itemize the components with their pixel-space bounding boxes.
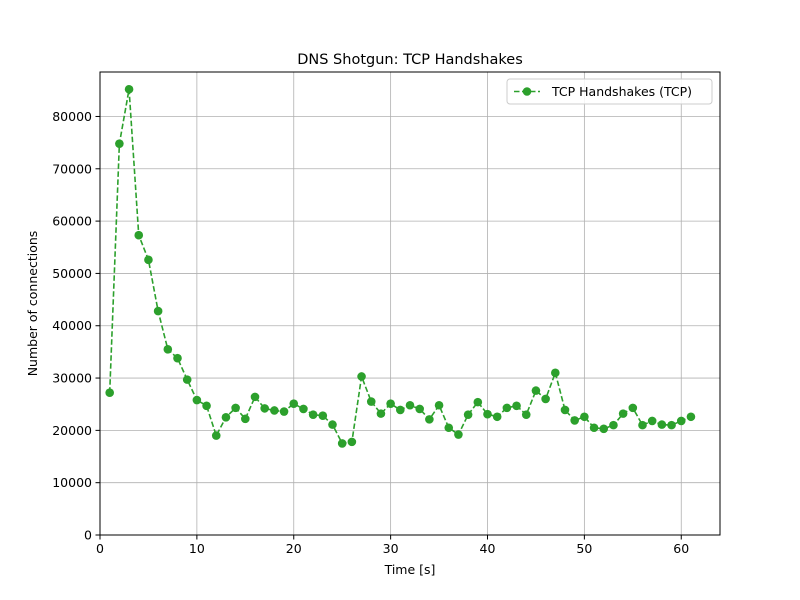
data-point <box>115 139 124 148</box>
data-point <box>541 394 550 404</box>
data-point <box>211 431 221 440</box>
data-point <box>483 409 492 419</box>
data-point <box>560 405 570 415</box>
data-point <box>163 344 173 354</box>
data-point <box>599 424 609 434</box>
data-point <box>609 420 618 430</box>
data-point <box>202 401 211 411</box>
data-point <box>580 412 589 422</box>
data-point <box>444 423 454 433</box>
data-point <box>667 420 676 430</box>
data-point <box>289 399 299 408</box>
data-point <box>270 406 279 415</box>
data-point <box>124 84 134 94</box>
y-tick-label: 50000 <box>52 266 92 281</box>
data-point <box>676 416 686 426</box>
x-tick-label: 40 <box>480 541 496 556</box>
data-point <box>153 306 163 316</box>
data-point <box>396 405 405 415</box>
y-tick-label: 0 <box>84 528 92 543</box>
data-point <box>241 414 250 424</box>
data-point <box>260 404 269 413</box>
data-point <box>657 420 667 429</box>
data-point <box>551 368 560 378</box>
x-tick-label: 50 <box>576 541 592 556</box>
y-tick-label: 30000 <box>52 371 92 386</box>
data-point <box>502 403 512 413</box>
data-point <box>192 395 202 405</box>
y-tick-label: 70000 <box>52 161 92 176</box>
x-axis-label: Time [s] <box>384 562 436 577</box>
plot-frame <box>99 71 721 536</box>
data-point <box>492 412 502 422</box>
data-point <box>173 353 182 363</box>
data-point <box>638 420 647 430</box>
data-point <box>347 437 357 447</box>
x-tick-label: 10 <box>189 541 205 556</box>
data-point <box>647 416 657 426</box>
legend: TCP Handshakes (TCP) <box>506 78 713 105</box>
data-point <box>686 412 696 422</box>
y-tick-label: 80000 <box>52 109 92 124</box>
x-tick-label: 30 <box>383 541 399 556</box>
data-point <box>386 399 395 408</box>
data-point <box>328 420 337 429</box>
data-point <box>570 416 579 425</box>
data-point <box>463 410 473 419</box>
data-point <box>473 397 483 407</box>
data-point <box>134 230 144 240</box>
y-tick-label: 40000 <box>52 318 92 333</box>
legend-box <box>506 78 713 105</box>
data-point <box>279 407 289 416</box>
data-point <box>308 410 318 419</box>
legend-marker-swatch <box>522 87 532 96</box>
legend-label: TCP Handshakes (TCP) <box>551 84 692 99</box>
data-point <box>454 430 463 439</box>
data-point <box>366 397 376 406</box>
data-point <box>628 403 638 413</box>
data-point <box>376 409 386 418</box>
data-point <box>144 255 153 265</box>
x-tick-label: 0 <box>96 541 104 556</box>
data-point <box>357 372 366 381</box>
data-point <box>434 400 444 410</box>
data-point <box>337 439 347 448</box>
data-point <box>231 403 240 413</box>
data-point <box>299 404 308 414</box>
data-point <box>318 411 328 421</box>
x-tick-label: 20 <box>286 541 302 556</box>
data-point <box>182 375 192 384</box>
y-axis-label: Number of connections <box>25 231 40 377</box>
data-point <box>425 415 434 424</box>
chart-title: DNS Shotgun: TCP Handshakes <box>297 52 523 68</box>
y-tick-label: 60000 <box>52 214 92 229</box>
data-point <box>512 401 521 411</box>
x-tick-label: 60 <box>673 541 689 556</box>
data-point <box>415 404 424 414</box>
y-tick-label: 20000 <box>52 423 92 438</box>
ticks: 0 10 20 30 40 50 60 0 10000 20000 30000 40000 50000 6… <box>52 109 689 556</box>
data-point <box>221 412 231 422</box>
data-point <box>589 423 599 433</box>
data-point <box>521 410 531 419</box>
data-point <box>405 400 415 410</box>
series-layer <box>105 84 696 448</box>
data-point <box>105 388 114 397</box>
data-point <box>531 386 541 395</box>
y-tick-label: 10000 <box>52 475 92 490</box>
data-point <box>618 409 628 418</box>
data-point <box>250 392 260 402</box>
